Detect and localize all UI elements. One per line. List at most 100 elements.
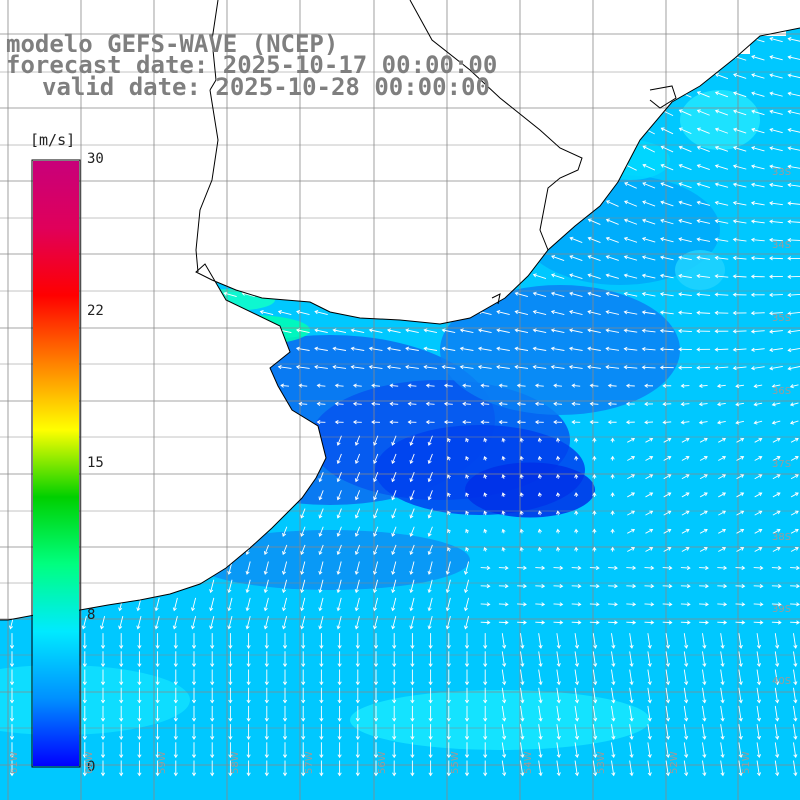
wind-arrow xyxy=(644,584,655,589)
wind-arrow xyxy=(264,724,269,740)
wind-arrow xyxy=(623,255,638,261)
wind-arrow xyxy=(720,633,725,649)
wind-arrow xyxy=(532,310,547,315)
wind-arrow xyxy=(625,383,635,388)
lon-label: 57W xyxy=(304,751,315,774)
wind-arrow xyxy=(336,508,342,519)
wind-arrow xyxy=(300,597,306,612)
wind-arrow xyxy=(498,383,508,388)
wind-arrow xyxy=(714,182,729,188)
wind-arrow xyxy=(696,255,711,260)
wind-arrow xyxy=(735,620,746,625)
wind-arrow xyxy=(264,760,269,777)
wind-arrow xyxy=(538,633,543,649)
wind-arrow xyxy=(516,401,526,406)
speed-patch xyxy=(350,690,650,750)
wind-arrow xyxy=(319,651,324,668)
wind-arrow xyxy=(665,760,671,777)
wind-arrow xyxy=(738,724,743,740)
wind-arrow xyxy=(447,510,451,516)
wind-arrow xyxy=(537,492,542,498)
wind-arrow xyxy=(678,292,692,297)
wind-arrow xyxy=(732,329,747,334)
wind-arrow xyxy=(210,760,215,777)
wind-arrow xyxy=(574,455,579,461)
wind-arrow xyxy=(680,565,691,570)
wind-arrow xyxy=(516,420,526,425)
wind-arrow xyxy=(571,565,582,570)
wind-arrow xyxy=(373,508,379,519)
wind-arrow xyxy=(446,760,451,777)
colorbar-tick-30: 30 xyxy=(87,151,104,167)
wind-arrow xyxy=(793,669,798,686)
wind-arrow xyxy=(483,760,488,777)
wind-arrow xyxy=(611,724,616,740)
wind-arrow xyxy=(514,291,528,297)
lagoon-outline xyxy=(491,293,501,305)
wind-arrow xyxy=(790,492,799,498)
wind-arrow xyxy=(623,328,638,333)
wind-arrow xyxy=(717,420,726,425)
wind-arrow xyxy=(191,687,197,704)
wind-arrow xyxy=(629,687,634,704)
wind-arrow xyxy=(300,615,306,630)
wind-arrow xyxy=(316,401,326,406)
wind-arrow xyxy=(9,651,15,668)
wind-arrow xyxy=(9,633,15,649)
wind-arrow xyxy=(772,492,781,498)
wind-arrow xyxy=(296,310,310,315)
wind-arrow xyxy=(626,584,637,589)
wind-arrow xyxy=(774,669,780,686)
wind-arrow xyxy=(9,705,15,722)
wind-arrow xyxy=(625,420,635,425)
wind-arrow xyxy=(627,456,636,461)
wind-arrow xyxy=(332,364,347,370)
wind-arrow xyxy=(81,615,87,630)
wind-arrow xyxy=(483,651,488,668)
wind-arrow xyxy=(769,182,783,188)
wind-arrow xyxy=(623,291,638,297)
wind-arrow xyxy=(318,471,324,483)
wind-arrow xyxy=(464,687,470,704)
wind-arrow xyxy=(520,705,525,722)
wind-arrow xyxy=(627,510,636,516)
wind-arrow xyxy=(263,597,269,612)
wind-arrow xyxy=(427,597,433,612)
wind-arrow xyxy=(517,584,527,589)
wind-arrow xyxy=(82,687,87,704)
wind-arrow xyxy=(277,310,292,315)
wind-arrow xyxy=(392,760,397,777)
wind-arrow xyxy=(611,705,616,722)
wind-arrow xyxy=(137,742,142,759)
wind-arrow xyxy=(592,651,598,668)
wind-arrow xyxy=(644,383,654,388)
wind-arrow xyxy=(119,687,124,704)
wind-arrow xyxy=(592,669,598,686)
wind-arrow xyxy=(624,182,637,189)
wind-arrow xyxy=(391,579,397,594)
wind-arrow xyxy=(660,163,674,171)
wind-arrow xyxy=(463,561,470,575)
wind-arrow xyxy=(772,547,781,552)
wind-arrow xyxy=(301,669,306,686)
wind-arrow xyxy=(720,724,725,740)
wind-arrow xyxy=(680,420,690,425)
wind-arrow xyxy=(427,579,433,594)
wind-arrow xyxy=(629,633,634,649)
wind-arrow xyxy=(210,651,215,668)
wind-arrow xyxy=(645,492,654,498)
wind-arrow xyxy=(372,561,379,575)
wind-arrow xyxy=(753,384,763,389)
wind-arrow xyxy=(314,364,328,370)
wind-arrow xyxy=(750,274,765,279)
wind-arrow xyxy=(696,365,711,370)
wind-arrow xyxy=(790,565,800,570)
wind-arrow xyxy=(732,255,747,261)
wind-arrow xyxy=(626,565,637,570)
wind-arrow xyxy=(718,437,727,443)
wind-arrow xyxy=(629,760,634,777)
wind-arrow xyxy=(354,615,360,630)
wind-arrow xyxy=(154,597,160,612)
wind-arrow xyxy=(753,565,764,570)
wind-arrow xyxy=(410,669,415,686)
